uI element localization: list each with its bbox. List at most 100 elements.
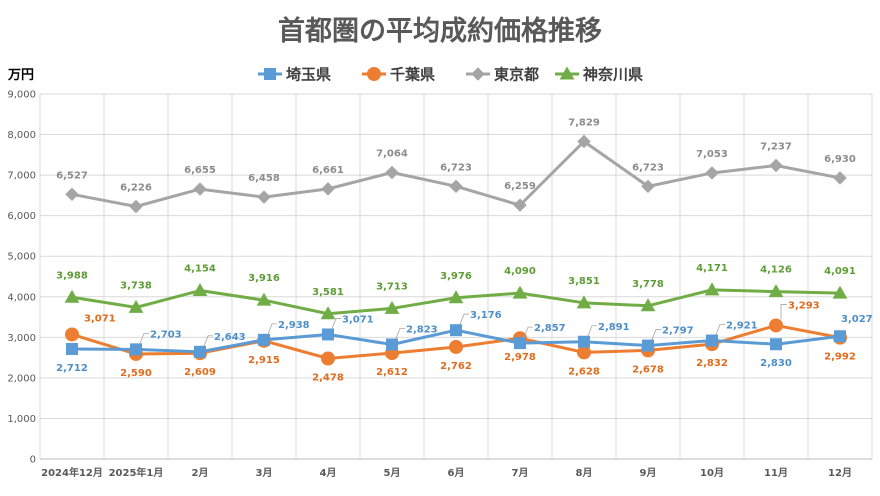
x-tick-label: 3月 bbox=[256, 467, 273, 479]
y-tick-label: 5,000 bbox=[7, 252, 36, 263]
chart-title: 首都圏の平均成約価格推移 bbox=[278, 15, 602, 47]
data-label: 3,988 bbox=[56, 270, 88, 281]
data-point bbox=[129, 199, 143, 214]
data-label: 2,938 bbox=[278, 320, 310, 331]
data-label: 2,915 bbox=[248, 355, 280, 366]
legend-marker bbox=[367, 67, 381, 81]
data-point bbox=[65, 187, 79, 202]
data-label: 2,678 bbox=[632, 364, 664, 375]
data-point bbox=[576, 295, 592, 309]
x-tick-label: 2024年12月 bbox=[41, 466, 103, 479]
data-label: 6,723 bbox=[440, 162, 472, 173]
data-point bbox=[578, 335, 590, 348]
label-leader-line bbox=[267, 323, 277, 334]
data-label: 6,458 bbox=[248, 173, 280, 184]
data-label: 3,916 bbox=[248, 273, 280, 284]
y-axis-ticks: 0 1,000 2,000 3,000 4,000 5,000 6,000 7,000 8,00… bbox=[7, 90, 36, 466]
data-label: 2,628 bbox=[568, 366, 600, 377]
legend-item: 埼玉県 bbox=[258, 66, 331, 84]
x-tick-label: 8月 bbox=[576, 467, 593, 479]
data-label: 2,612 bbox=[376, 367, 408, 378]
x-axis-ticks: 2024年12月 2025年1月 2月 3月 4月 5月 6月 7月 8月 9月 10月 11月 12月 bbox=[41, 466, 852, 479]
data-point bbox=[704, 282, 720, 296]
y-tick-label: 9,000 bbox=[7, 90, 36, 101]
data-label: 4,090 bbox=[504, 266, 536, 277]
data-label: 7,829 bbox=[568, 117, 600, 128]
gridlines bbox=[39, 93, 873, 460]
legend-marker bbox=[471, 67, 485, 81]
data-point bbox=[130, 343, 142, 356]
data-label: 3,293 bbox=[788, 300, 820, 311]
data-label: 2,643 bbox=[214, 332, 246, 343]
data-label: 6,655 bbox=[184, 165, 216, 176]
data-point bbox=[640, 298, 656, 312]
data-point bbox=[577, 134, 591, 149]
data-point bbox=[769, 318, 783, 333]
label-leader-line bbox=[715, 324, 725, 335]
data-label: 6,527 bbox=[56, 170, 88, 181]
data-point bbox=[128, 299, 144, 313]
data-point bbox=[448, 290, 464, 304]
data-label: 2,762 bbox=[440, 361, 472, 372]
legend-marker bbox=[264, 68, 276, 80]
x-tick-label: 4月 bbox=[320, 467, 337, 479]
data-label: 3,027 bbox=[841, 314, 873, 325]
data-labels: 2,712 2,703 2,643 2,938 3,071 2,823 3,176 2,857… bbox=[56, 117, 872, 383]
data-label: 3,071 bbox=[84, 313, 116, 324]
data-label: 2,891 bbox=[598, 322, 630, 333]
data-point bbox=[513, 198, 527, 212]
data-label: 7,064 bbox=[376, 149, 408, 160]
x-tick-label: 2025年1月 bbox=[109, 466, 164, 479]
y-tick-label: 8,000 bbox=[7, 130, 36, 141]
label-leader-line bbox=[203, 335, 213, 346]
data-label: 6,661 bbox=[312, 165, 344, 176]
y-tick-label: 4,000 bbox=[7, 292, 36, 303]
data-label: 3,581 bbox=[312, 287, 344, 298]
data-label: 3,851 bbox=[568, 276, 600, 287]
y-axis-unit-label: 万円 bbox=[7, 68, 34, 83]
data-point bbox=[577, 345, 591, 360]
y-tick-label: 3,000 bbox=[7, 333, 36, 344]
label-leader-line bbox=[780, 304, 787, 320]
data-point bbox=[320, 306, 336, 320]
y-tick-label: 7,000 bbox=[7, 171, 36, 182]
data-label: 6,259 bbox=[504, 181, 536, 192]
data-label: 2,832 bbox=[696, 358, 728, 369]
x-tick-label: 2月 bbox=[192, 467, 209, 479]
data-label: 3,713 bbox=[376, 281, 408, 292]
legend-item: 東京都 bbox=[466, 66, 539, 84]
data-point bbox=[641, 179, 655, 194]
label-leader-line bbox=[459, 313, 469, 325]
y-tick-label: 0 bbox=[30, 455, 36, 466]
data-point bbox=[257, 190, 271, 204]
data-point bbox=[449, 339, 463, 354]
data-label: 2,830 bbox=[760, 358, 792, 369]
data-label: 2,478 bbox=[312, 373, 344, 384]
legend-item: 千葉県 bbox=[362, 66, 435, 84]
data-label: 4,154 bbox=[184, 264, 216, 275]
x-tick-label: 12月 bbox=[828, 467, 852, 479]
data-label: 2,703 bbox=[150, 329, 182, 340]
y-tick-label: 6,000 bbox=[7, 211, 36, 222]
x-tick-label: 7月 bbox=[512, 467, 529, 479]
label-leader-line bbox=[331, 318, 341, 329]
legend-item: 神奈川県 bbox=[555, 66, 643, 84]
legend-marker bbox=[559, 66, 575, 80]
data-label: 3,071 bbox=[342, 314, 374, 325]
data-point bbox=[768, 284, 784, 298]
data-label: 2,857 bbox=[534, 323, 566, 334]
data-label: 2,712 bbox=[56, 363, 88, 374]
data-point bbox=[385, 165, 399, 180]
data-point bbox=[512, 285, 528, 299]
data-point bbox=[706, 334, 718, 347]
data-label: 2,823 bbox=[406, 325, 438, 336]
label-leader-line bbox=[651, 329, 661, 340]
data-label: 2,609 bbox=[184, 367, 216, 378]
data-point bbox=[322, 328, 334, 341]
label-leader-line bbox=[139, 332, 149, 344]
data-point bbox=[321, 351, 335, 366]
data-point bbox=[450, 324, 462, 337]
data-label: 6,930 bbox=[824, 154, 856, 165]
label-leader-line bbox=[587, 325, 597, 336]
